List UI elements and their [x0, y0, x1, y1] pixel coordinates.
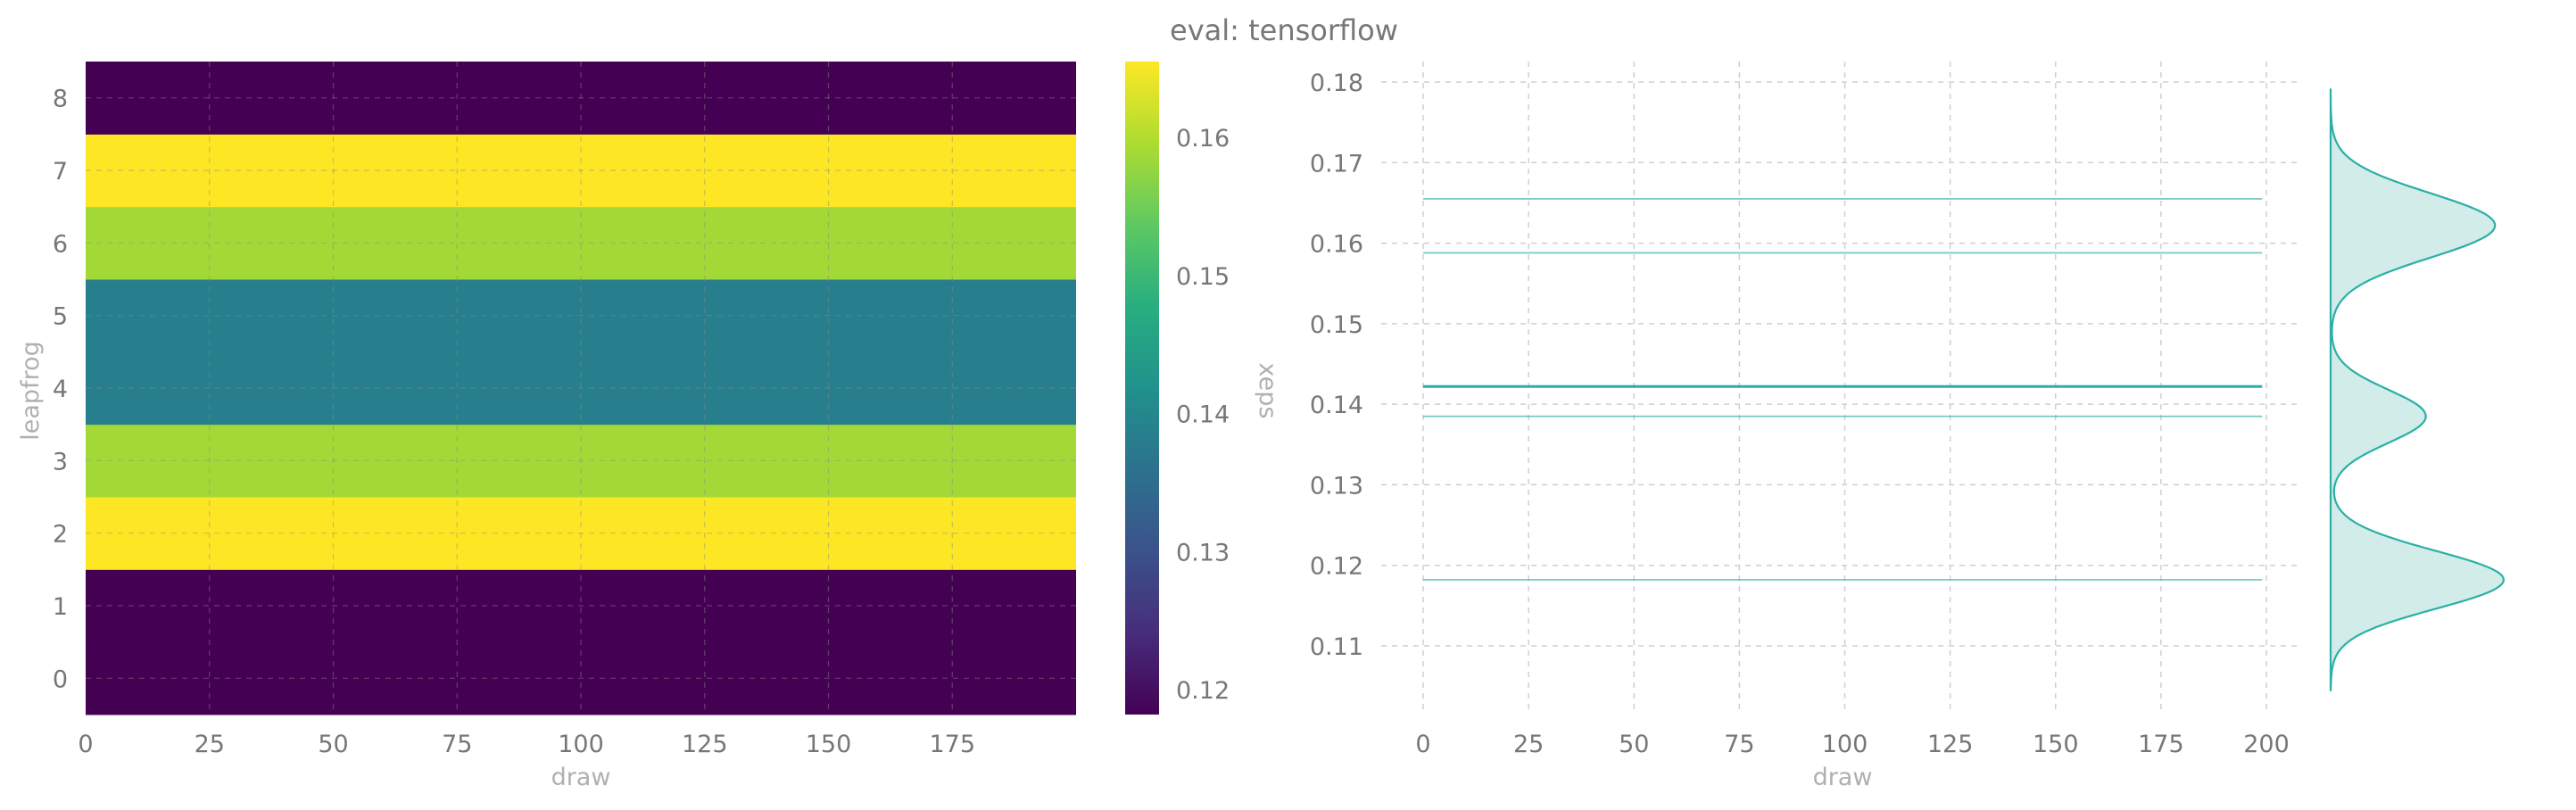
heatmap-row-leapfrog-0: [86, 641, 1076, 715]
heatmap-row-leapfrog-7: [86, 134, 1076, 208]
colorbar-tick-label: 0.14: [1176, 401, 1230, 429]
heatmap-x-tick-labels: 0 25 50 75 100 125 150 175: [78, 731, 975, 758]
heatmap-y-tick-labels: 0 1 2 3 4 5 6 7 8: [53, 86, 68, 694]
heatmap-grid: [86, 62, 1076, 715]
colorbar-gradient: [1125, 62, 1159, 715]
trace-y-tick-label: 0.14: [1310, 392, 1363, 419]
heatmap-panel: 0 25 50 75 100 125 150 175 0 1 2 3 4 5 6 7 8 draw leapf…: [17, 62, 1076, 791]
heatmap-x-tick-label: 0: [78, 731, 93, 758]
trace-grid: [1381, 62, 2302, 715]
heatmap-x-axis-label: draw: [551, 764, 611, 791]
heatmap-row-leapfrog-8: [86, 62, 1076, 135]
heatmap-row-leapfrog-1: [86, 569, 1076, 643]
heatmap-y-tick-label: 6: [53, 230, 68, 258]
trace-x-axis-label: draw: [1813, 764, 1873, 791]
colorbar: 0.12 0.13 0.14 0.15 0.16 xeps: [1125, 62, 1281, 715]
trace-y-tick-label: 0.18: [1310, 70, 1363, 97]
heatmap-x-tick-label: 75: [442, 731, 472, 758]
trace-y-tick-label: 0.11: [1310, 633, 1363, 661]
trace-x-tick-label: 100: [1822, 731, 1868, 758]
heatmap-y-tick-label: 7: [53, 158, 68, 186]
trace-lines: [1423, 198, 2263, 581]
heatmap-x-tick-label: 50: [318, 731, 348, 758]
trace-x-tick-label: 50: [1619, 731, 1649, 758]
trace-y-tick-label: 0.15: [1310, 311, 1363, 339]
heatmap-row-leapfrog-5: [86, 279, 1076, 352]
heatmap-x-tick-label: 150: [806, 731, 852, 758]
figure-title: eval: tensorflow: [1170, 13, 1398, 47]
colorbar-label: xeps: [1254, 363, 1281, 419]
heatmap-row-leapfrog-3: [86, 424, 1076, 498]
heatmap-y-tick-label: 0: [53, 665, 68, 693]
heatmap-y-tick-label: 3: [53, 448, 68, 475]
trace-x-tick-label: 150: [2033, 731, 2079, 758]
heatmap-y-tick-label: 2: [53, 521, 68, 549]
trace-x-tick-labels: 0 25 50 75 100 125 150 175 200: [1415, 731, 2289, 758]
heatmap-y-tick-label: 1: [53, 593, 68, 621]
heatmap-y-axis-label: leapfrog: [17, 341, 45, 440]
trace-y-tick-label: 0.16: [1310, 231, 1363, 259]
marginal-density-curve: [2329, 88, 2506, 691]
trace-y-tick-label: 0.12: [1310, 553, 1363, 581]
heatmap-row-leapfrog-6: [86, 206, 1076, 280]
colorbar-tick-label: 0.15: [1176, 263, 1230, 291]
heatmap-x-tick-label: 175: [929, 731, 975, 758]
trace-x-tick-label: 200: [2243, 731, 2290, 758]
trace-x-tick-label: 125: [1927, 731, 1974, 758]
trace-panel: 0 25 50 75 100 125 150 175 200 0.110.120.130.140…: [1310, 62, 2302, 791]
heatmap-y-tick-label: 5: [53, 303, 68, 331]
marginal-density: [2329, 88, 2506, 691]
trace-y-tick-label: 0.17: [1310, 150, 1363, 178]
colorbar-tick-label: 0.12: [1176, 677, 1230, 705]
heatmap-row-leapfrog-4: [86, 351, 1076, 426]
colorbar-tick-label: 0.16: [1176, 125, 1230, 153]
heatmap-row-leapfrog-2: [86, 497, 1076, 570]
trace-x-tick-label: 175: [2138, 731, 2184, 758]
heatmap-cells: [86, 62, 1076, 715]
trace-x-tick-label: 0: [1415, 731, 1430, 758]
trace-y-tick-labels: 0.11 0.12 0.13 0.14 0.15 0.16 0.17 0.18: [1310, 70, 1363, 661]
heatmap-x-tick-label: 25: [195, 731, 225, 758]
colorbar-tick-label: 0.13: [1176, 539, 1230, 566]
heatmap-y-tick-label: 8: [53, 86, 68, 113]
trace-x-tick-label: 25: [1513, 731, 1544, 758]
trace-x-tick-label: 75: [1724, 731, 1754, 758]
heatmap-x-tick-label: 100: [558, 731, 604, 758]
heatmap-x-tick-label: 125: [682, 731, 728, 758]
colorbar-tick-labels: 0.12 0.13 0.14 0.15 0.16: [1176, 125, 1230, 705]
heatmap-y-tick-label: 4: [53, 376, 68, 403]
trace-y-tick-label: 0.13: [1310, 472, 1363, 500]
